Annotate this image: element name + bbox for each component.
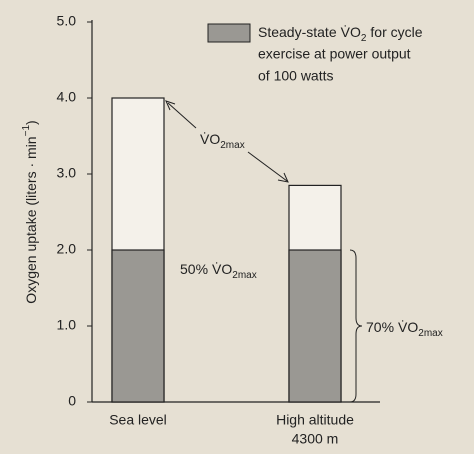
- y-tick-label: 5.0: [57, 13, 77, 29]
- y-tick-label: 2.0: [57, 241, 77, 257]
- y-tick-label: 3.0: [57, 165, 77, 181]
- y-tick-label: 4.0: [57, 89, 77, 105]
- y-axis-label-part: Oxygen uptake (liters · min: [23, 136, 39, 303]
- annotation: 70% V̇O2max: [366, 319, 443, 340]
- bar: [288, 249, 342, 403]
- annotation-part: 70%: [366, 319, 394, 335]
- annotation: 50% V̇O2max: [180, 261, 257, 282]
- bar: [111, 249, 165, 403]
- legend-label-part: V̇O: [341, 24, 361, 40]
- annotation-part: V̇O: [212, 261, 232, 277]
- y-axis-label: Oxygen uptake (liters · min−1): [21, 120, 39, 303]
- x-tick-label: High altitude: [276, 412, 354, 428]
- annotation-part: V̇O: [398, 319, 418, 335]
- series-label-part: V̇O: [200, 131, 220, 147]
- annotation-part: 50%: [180, 261, 208, 277]
- annotation-part: 2max: [418, 328, 442, 339]
- legend-label-part: for cycle: [370, 24, 422, 40]
- legend-swatch: [207, 23, 251, 43]
- legend-label: of 100 watts: [258, 68, 334, 84]
- annotation-arrows: [165, 100, 363, 403]
- x-tick-label: 4300 m: [292, 431, 339, 447]
- series-label: V̇O2max: [200, 131, 245, 152]
- legend-label: exercise at power output: [258, 46, 411, 62]
- y-axis-label-part: ): [23, 120, 39, 125]
- x-tick-label: Sea level: [109, 412, 167, 428]
- y-axis-label-part: −1: [21, 125, 32, 137]
- legend-label-part: 2: [361, 33, 367, 44]
- legend-label: Steady-state V̇O2 for cycle: [258, 24, 423, 45]
- legend-label-part: Steady-state: [258, 24, 337, 40]
- y-tick-label: 1.0: [57, 317, 77, 333]
- annotation-part: 2max: [232, 270, 256, 281]
- y-tick-label: 0: [68, 393, 76, 409]
- series-label-part: 2max: [220, 140, 244, 151]
